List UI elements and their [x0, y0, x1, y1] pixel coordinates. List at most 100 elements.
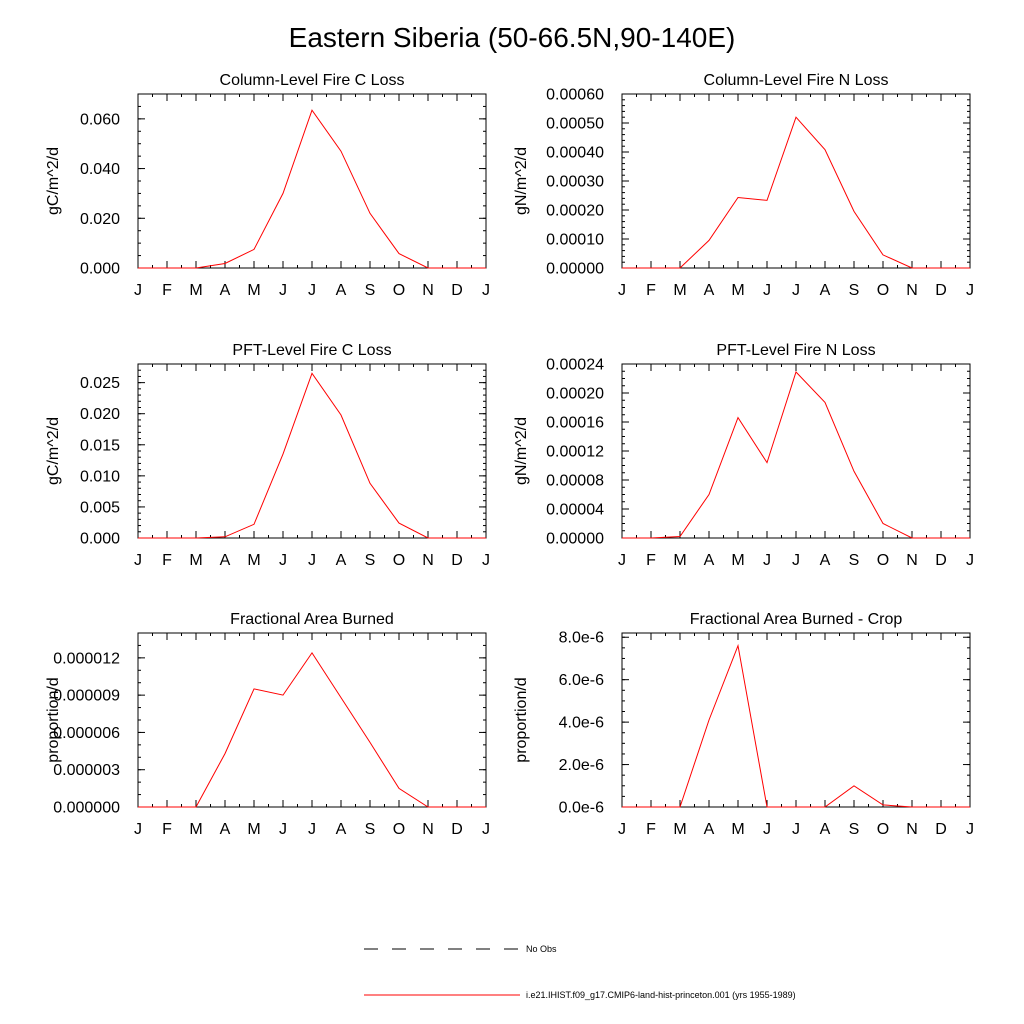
x-tick-label: A	[336, 552, 347, 569]
x-tick-label: J	[792, 821, 800, 838]
y-tick-label: 2.0e-6	[559, 757, 604, 774]
x-tick-label: J	[966, 552, 974, 569]
x-tick-label: A	[220, 821, 231, 838]
x-tick-label: F	[162, 552, 172, 569]
y-tick-label: 0.000009	[53, 688, 120, 705]
x-tick-label: N	[422, 552, 434, 569]
series-line	[622, 116, 970, 269]
x-tick-label: A	[820, 282, 831, 299]
y-tick-label: 0.020	[80, 211, 120, 228]
x-tick-label: F	[646, 821, 656, 838]
x-tick-label: M	[731, 282, 744, 299]
y-axis-label: proportion/d	[513, 677, 530, 762]
x-tick-label: J	[618, 552, 626, 569]
series-line	[622, 643, 970, 808]
x-tick-label: S	[849, 821, 860, 838]
y-tick-label: 0.000	[80, 531, 120, 548]
y-tick-label: 0.000006	[53, 725, 120, 742]
chart-panel-2: J F M A M J J A S O N D J0.000000.000100.000200.0003…	[513, 72, 974, 299]
x-tick-label: F	[646, 282, 656, 299]
y-tick-label: 0.00016	[546, 415, 604, 432]
y-tick-label: 0.00012	[546, 444, 604, 461]
x-tick-label: A	[820, 552, 831, 569]
x-tick-label: A	[704, 552, 715, 569]
y-tick-label: 0.00050	[546, 116, 604, 133]
x-tick-label: O	[393, 552, 405, 569]
y-tick-label: 0.000000	[53, 800, 120, 817]
y-tick-label: 0.00004	[546, 502, 604, 519]
legend-label-model-run: i.e21.IHIST.f09_g17.CMIP6-land-hist-prin…	[526, 990, 796, 1000]
y-tick-label: 0.000003	[53, 762, 120, 779]
x-tick-label: M	[731, 552, 744, 569]
x-tick-label: J	[134, 821, 142, 838]
x-tick-label: M	[673, 282, 686, 299]
x-tick-label: D	[935, 821, 947, 838]
y-tick-label: 4.0e-6	[559, 715, 604, 732]
x-tick-label: N	[906, 282, 918, 299]
y-tick-label: 0.00040	[546, 145, 604, 162]
x-tick-label: J	[308, 552, 316, 569]
x-tick-label: O	[393, 282, 405, 299]
y-tick-label: 0.00020	[546, 203, 604, 220]
plot-frame	[621, 93, 971, 269]
series-line	[622, 371, 970, 539]
x-tick-label: N	[422, 821, 434, 838]
x-tick-label: A	[820, 821, 831, 838]
x-tick-label: J	[279, 821, 287, 838]
y-axis-label: gC/m^2/d	[45, 417, 62, 485]
x-tick-label: O	[877, 282, 889, 299]
chart-panel-4: J F M A M J J A S O N D J0.000000.000040.000080.0001…	[513, 342, 974, 569]
plot-frame	[621, 363, 971, 539]
x-tick-label: M	[731, 821, 744, 838]
y-tick-label: 0.000012	[53, 650, 120, 667]
x-tick-label: M	[247, 552, 260, 569]
x-tick-label: J	[966, 282, 974, 299]
x-tick-label: J	[134, 282, 142, 299]
panel-title: PFT-Level Fire N Loss	[716, 342, 875, 359]
x-tick-label: A	[704, 821, 715, 838]
x-tick-label: J	[482, 282, 490, 299]
x-tick-label: D	[935, 282, 947, 299]
x-tick-label: D	[451, 821, 463, 838]
panel-title: Column-Level Fire C Loss	[220, 72, 405, 89]
x-tick-label: J	[763, 821, 771, 838]
panel-title: Fractional Area Burned	[230, 611, 394, 628]
x-tick-label: A	[704, 282, 715, 299]
x-tick-label: J	[482, 821, 490, 838]
y-tick-label: 0.010	[80, 468, 120, 485]
x-tick-label: J	[308, 282, 316, 299]
x-tick-label: D	[451, 282, 463, 299]
chart-panel-6: J F M A M J J A S O N D J0.0e-62.0e-64.0e-66.0e-68.0…	[513, 611, 974, 838]
plot-frame	[137, 632, 487, 808]
x-tick-label: F	[162, 821, 172, 838]
x-tick-label: S	[849, 282, 860, 299]
plot-frame	[621, 632, 971, 808]
x-tick-label: F	[646, 552, 656, 569]
x-tick-label: M	[189, 552, 202, 569]
y-tick-label: 0.00060	[546, 87, 604, 104]
x-tick-label: J	[618, 821, 626, 838]
y-tick-label: 0.00010	[546, 232, 604, 249]
y-tick-label: 0.00000	[546, 261, 604, 278]
panel-title: Column-Level Fire N Loss	[704, 72, 889, 89]
x-tick-label: J	[792, 552, 800, 569]
y-tick-label: 0.060	[80, 111, 120, 128]
legend	[364, 948, 520, 996]
x-tick-label: M	[673, 821, 686, 838]
y-axis-label: gN/m^2/d	[513, 417, 530, 485]
x-tick-label: M	[247, 821, 260, 838]
x-tick-label: S	[365, 552, 376, 569]
y-tick-label: 0.00024	[546, 357, 604, 374]
plot-frame	[137, 93, 487, 269]
series-line	[138, 372, 486, 539]
x-tick-label: J	[279, 552, 287, 569]
y-axis-label: proportion/d	[45, 677, 62, 762]
y-tick-label: 0.020	[80, 406, 120, 423]
x-tick-label: O	[393, 821, 405, 838]
y-tick-label: 0.00020	[546, 386, 604, 403]
panel-title: Fractional Area Burned - Crop	[690, 611, 903, 628]
figure-title: Eastern Siberia (50-66.5N,90-140E)	[288, 22, 736, 53]
y-tick-label: 0.00030	[546, 174, 604, 191]
x-tick-label: S	[365, 821, 376, 838]
x-tick-label: F	[162, 282, 172, 299]
